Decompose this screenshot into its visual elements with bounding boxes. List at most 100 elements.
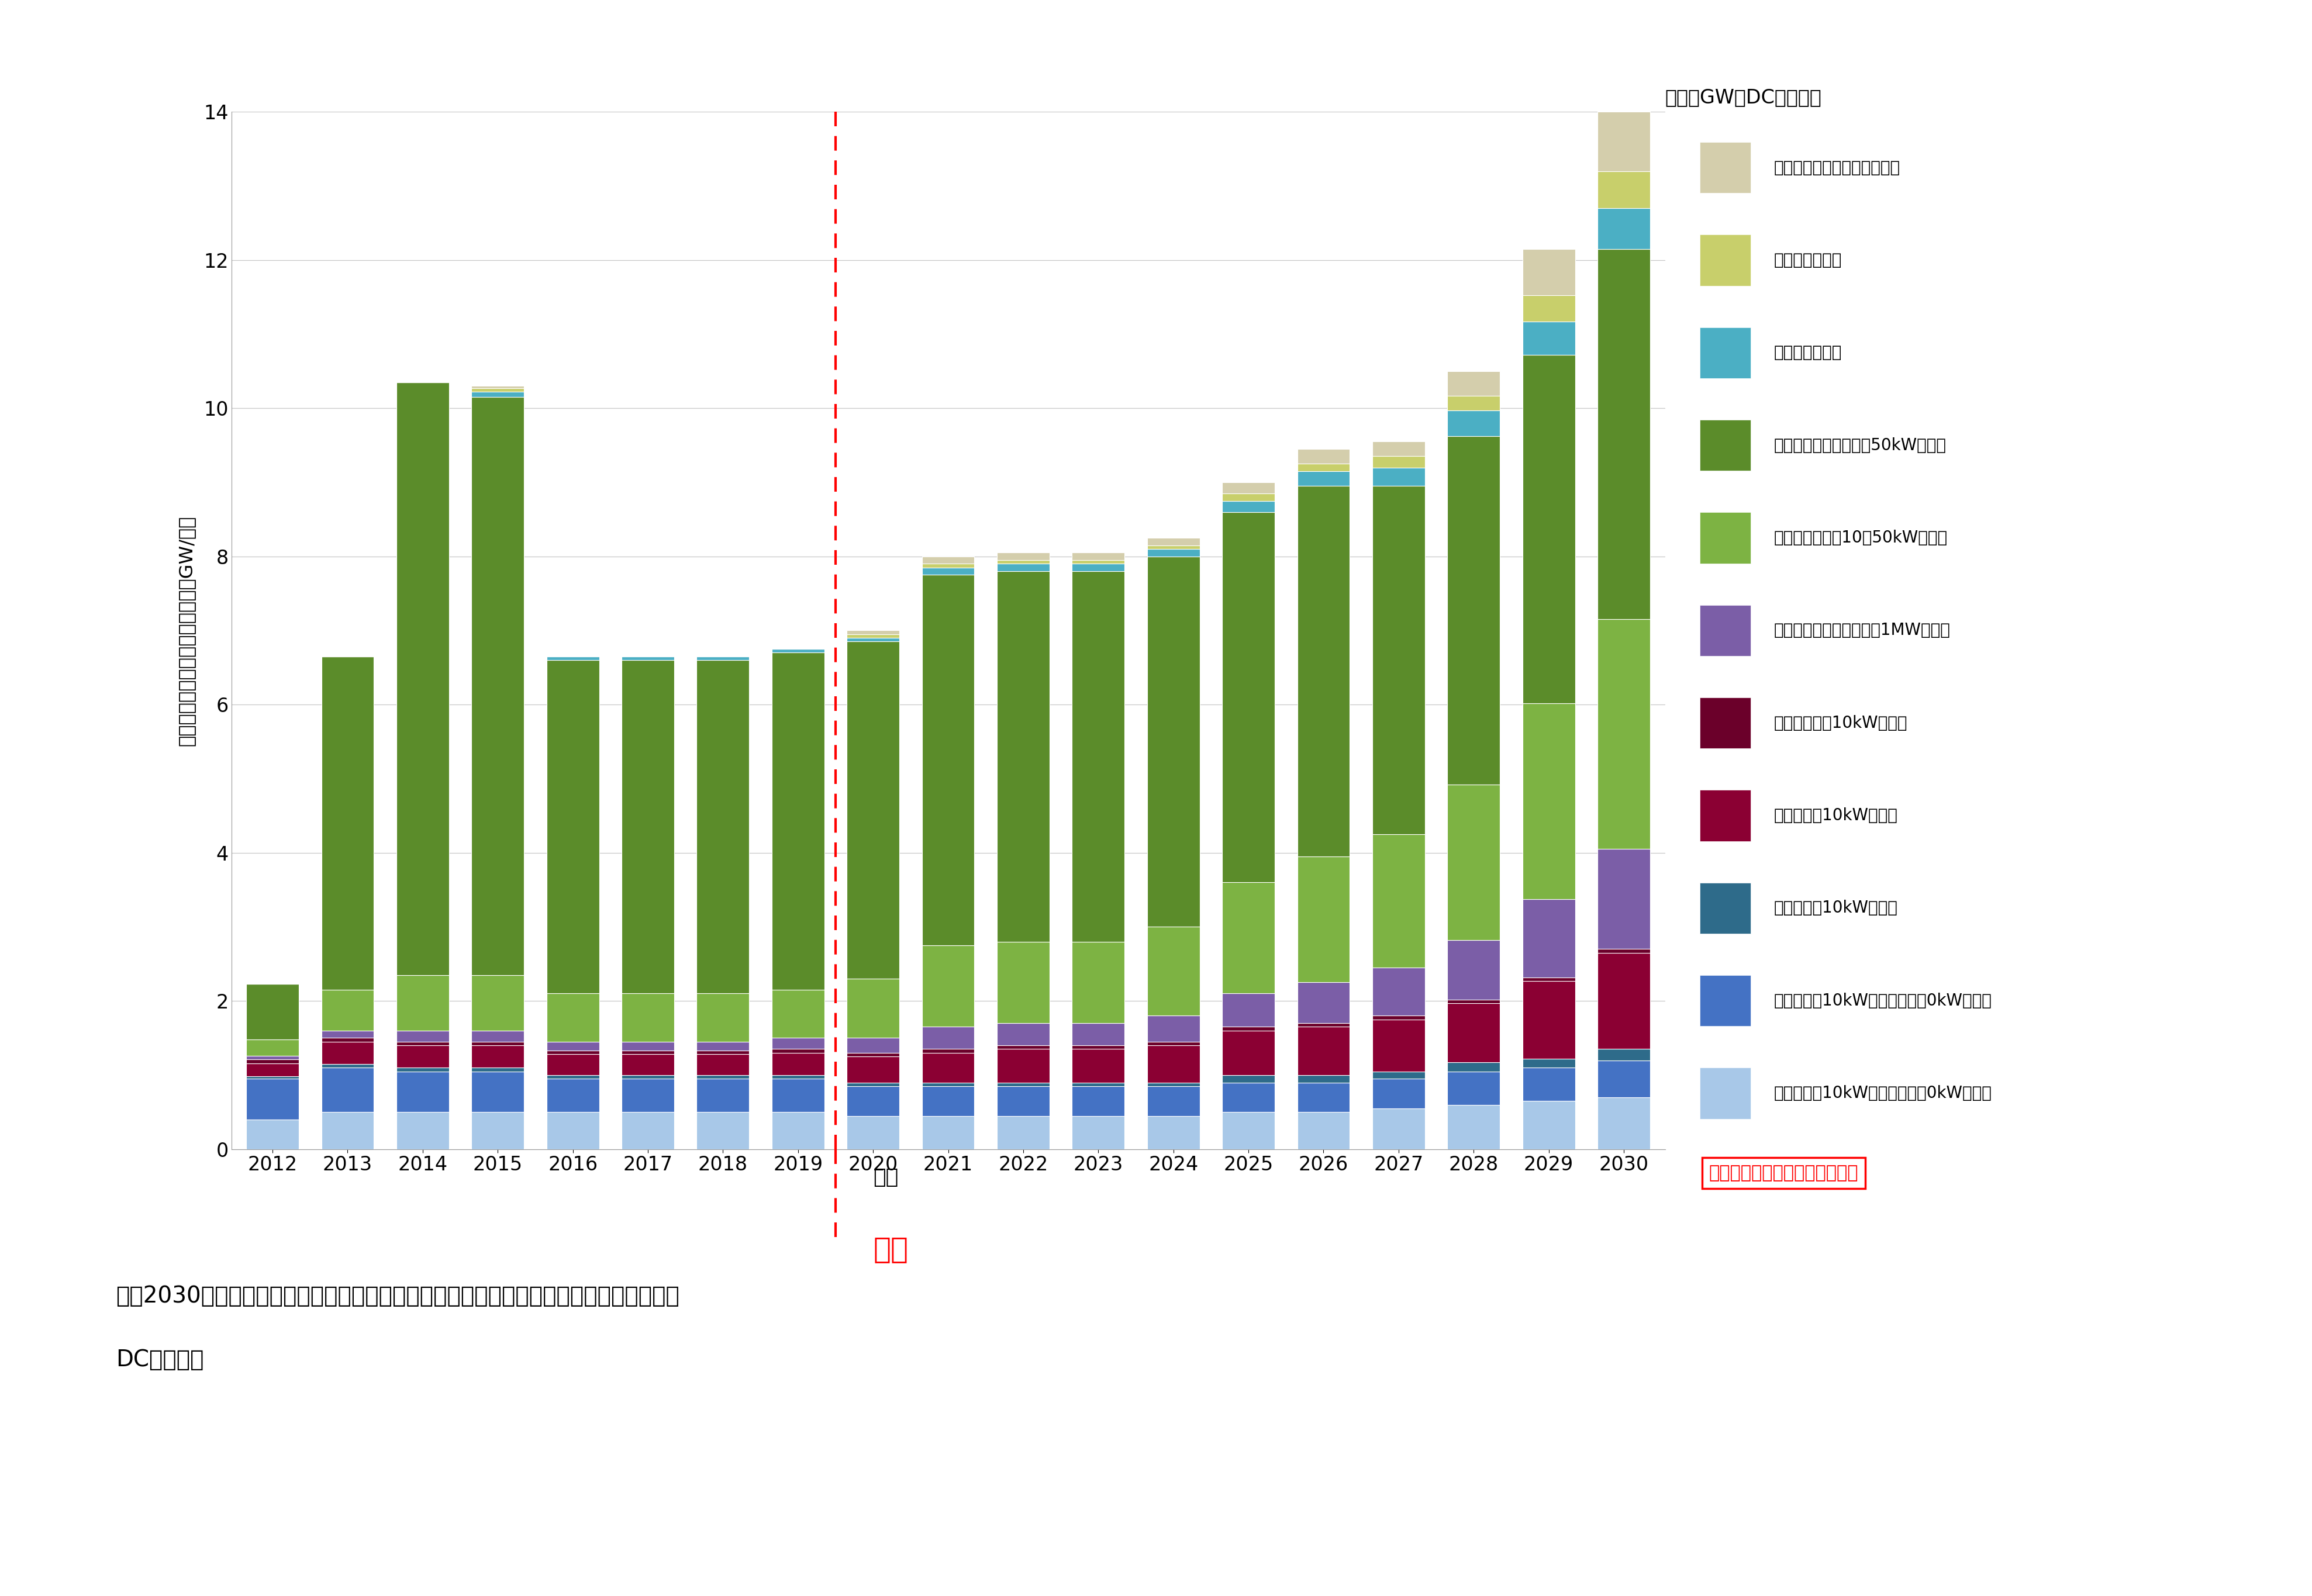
Bar: [245, 1039, 298, 1057]
Bar: [546, 1076, 599, 1079]
Bar: [395, 1031, 449, 1042]
Bar: [1447, 999, 1500, 1004]
Bar: [1598, 112, 1651, 171]
Bar: [1221, 493, 1274, 501]
Bar: [245, 1057, 298, 1060]
Bar: [922, 1053, 973, 1082]
Bar: [846, 1057, 899, 1082]
Bar: [1297, 857, 1350, 983]
Bar: [1147, 549, 1200, 557]
Bar: [1371, 442, 1424, 456]
Text: 新築住宅（10kW未満および１0kW以上）: 新築住宅（10kW未満および１0kW以上）: [1773, 1085, 1991, 1101]
Bar: [546, 656, 599, 661]
Bar: [622, 656, 675, 661]
Bar: [546, 993, 599, 1042]
Text: 低圧地上設置（10～50kW未満）: 低圧地上設置（10～50kW未満）: [1773, 530, 1947, 546]
Bar: [1598, 171, 1651, 207]
Bar: [1297, 1026, 1350, 1076]
Bar: [622, 1112, 675, 1149]
Bar: [1073, 1087, 1124, 1116]
Bar: [1221, 1082, 1274, 1112]
Bar: [1147, 927, 1200, 1015]
Bar: [321, 1065, 375, 1068]
Bar: [1147, 1045, 1200, 1082]
Bar: [1447, 940, 1500, 999]
Text: DCベース）: DCベース）: [116, 1349, 203, 1371]
Bar: [1147, 546, 1200, 549]
Bar: [395, 975, 449, 1031]
Bar: [1073, 1049, 1124, 1082]
Bar: [696, 656, 749, 661]
Bar: [1073, 1023, 1124, 1045]
Bar: [395, 1071, 449, 1112]
Bar: [996, 1087, 1050, 1116]
Bar: [1521, 1068, 1574, 1101]
Bar: [1598, 249, 1651, 619]
Text: 『導入・技術開発加速ケース』: 『導入・技術開発加速ケース』: [1709, 1165, 1859, 1181]
Bar: [922, 568, 973, 575]
Bar: [622, 661, 675, 993]
Bar: [1297, 464, 1350, 471]
Bar: [772, 1049, 823, 1053]
Bar: [1297, 1023, 1350, 1026]
Bar: [395, 1042, 449, 1045]
Bar: [1598, 207, 1651, 249]
Bar: [1598, 950, 1651, 953]
Bar: [922, 1026, 973, 1049]
Bar: [1073, 563, 1124, 571]
Bar: [472, 1045, 525, 1068]
Bar: [846, 630, 899, 634]
Bar: [1371, 1015, 1424, 1020]
Bar: [472, 1031, 525, 1042]
Bar: [622, 1042, 675, 1050]
Text: 既築住宅（10kW未満および１0kW以上）: 既築住宅（10kW未満および１0kW以上）: [1773, 993, 1991, 1009]
Bar: [772, 1079, 823, 1112]
Bar: [696, 1050, 749, 1055]
Bar: [996, 942, 1050, 1023]
Bar: [321, 656, 375, 990]
Bar: [846, 1082, 899, 1087]
Bar: [1221, 993, 1274, 1026]
Bar: [996, 1049, 1050, 1082]
Bar: [622, 993, 675, 1042]
Text: 単位：GW（DCベース）: 単位：GW（DCベース）: [1665, 88, 1822, 107]
Bar: [1297, 448, 1350, 464]
Bar: [472, 1068, 525, 1071]
Bar: [1297, 485, 1350, 857]
Bar: [1447, 785, 1500, 940]
Bar: [546, 1055, 599, 1076]
Bar: [472, 975, 525, 1031]
Bar: [1521, 295, 1574, 321]
Text: 高圧・特高地上設置（50kW以上）: 高圧・特高地上設置（50kW以上）: [1773, 437, 1947, 453]
Bar: [472, 1042, 525, 1045]
Bar: [1147, 1015, 1200, 1042]
Bar: [1447, 436, 1500, 785]
Bar: [996, 563, 1050, 571]
Bar: [772, 1076, 823, 1079]
Bar: [472, 1071, 525, 1112]
Bar: [1221, 482, 1274, 493]
Bar: [846, 638, 899, 642]
Bar: [1073, 552, 1124, 560]
Bar: [696, 1112, 749, 1149]
Bar: [1371, 1079, 1424, 1108]
Bar: [622, 1050, 675, 1055]
Bar: [546, 1050, 599, 1055]
Bar: [395, 1112, 449, 1149]
Bar: [245, 983, 298, 1039]
Bar: [772, 990, 823, 1037]
Bar: [1371, 1108, 1424, 1149]
Bar: [1073, 571, 1124, 942]
Bar: [996, 1045, 1050, 1049]
Bar: [1521, 977, 1574, 982]
Bar: [1073, 1116, 1124, 1149]
Bar: [622, 1079, 675, 1112]
Bar: [846, 634, 899, 638]
Bar: [1297, 1112, 1350, 1149]
Bar: [1598, 1098, 1651, 1149]
Bar: [846, 1053, 899, 1057]
Bar: [1371, 967, 1424, 1015]
Bar: [472, 391, 525, 397]
Text: 水上型システム: 水上型システム: [1773, 345, 1840, 361]
Bar: [395, 1068, 449, 1071]
